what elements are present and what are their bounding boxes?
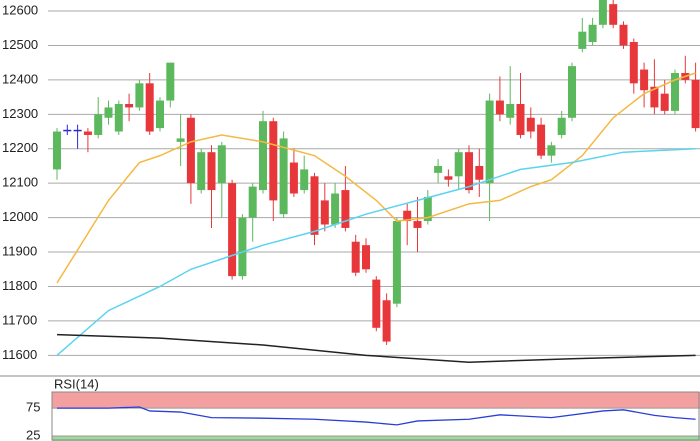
candle-body bbox=[125, 103, 134, 108]
moving-average bbox=[56, 147, 696, 356]
candle-body bbox=[83, 131, 92, 135]
candle-body bbox=[475, 165, 484, 180]
candle-body bbox=[609, 4, 618, 25]
candle-body bbox=[691, 79, 700, 129]
candle-body bbox=[73, 129, 82, 132]
candle-body bbox=[568, 66, 576, 118]
candle-body bbox=[423, 196, 432, 222]
y-tick-label: 12300 bbox=[2, 106, 38, 121]
candle-body bbox=[145, 83, 154, 132]
y-tick-label: 12400 bbox=[2, 71, 38, 86]
y-tick-label: 12000 bbox=[2, 209, 38, 224]
candle-body bbox=[660, 93, 669, 111]
candle-body bbox=[104, 107, 113, 118]
candle-body bbox=[207, 152, 216, 191]
candle-body bbox=[362, 245, 370, 270]
candle-body bbox=[114, 103, 123, 132]
candle-body bbox=[197, 152, 206, 191]
y-tick-label: 12200 bbox=[2, 140, 38, 155]
candle-body bbox=[248, 186, 257, 218]
rsi-band bbox=[52, 435, 700, 441]
y-tick-label: 12600 bbox=[2, 2, 38, 17]
candle-body bbox=[506, 103, 515, 118]
candle-body bbox=[186, 117, 195, 184]
candle-body bbox=[176, 138, 185, 142]
moving-average bbox=[56, 333, 696, 363]
candle-body bbox=[495, 100, 504, 115]
candle-body bbox=[557, 117, 566, 135]
candle-body bbox=[547, 145, 556, 156]
candle-body bbox=[63, 129, 72, 132]
candle-body bbox=[526, 117, 535, 132]
rsi-band bbox=[52, 392, 700, 409]
candle-body bbox=[403, 210, 412, 222]
candle-body bbox=[640, 69, 649, 91]
candle-body bbox=[228, 183, 237, 277]
candle-body bbox=[259, 121, 267, 191]
candle-body bbox=[238, 217, 247, 277]
candle-body bbox=[516, 103, 525, 135]
candle-body bbox=[444, 176, 453, 180]
candle-body bbox=[331, 193, 340, 225]
candle-body bbox=[629, 42, 638, 84]
candle-body bbox=[156, 100, 164, 129]
y-tick-label: 25 bbox=[26, 427, 40, 441]
rsi-line bbox=[57, 406, 696, 426]
candle-body bbox=[454, 152, 463, 177]
y-tick-label: 12100 bbox=[2, 175, 38, 190]
candle-body bbox=[598, 0, 607, 25]
candle-body bbox=[578, 31, 587, 49]
candle-body bbox=[166, 62, 175, 101]
candle-body bbox=[135, 83, 144, 108]
panel-border bbox=[51, 391, 700, 441]
candle-body bbox=[310, 176, 319, 235]
y-tick-label: 75 bbox=[26, 400, 40, 415]
candle-body bbox=[372, 279, 381, 328]
candle-body bbox=[300, 169, 309, 191]
rsi-title: RSI(14) bbox=[54, 376, 99, 391]
candle-body bbox=[619, 24, 628, 46]
candle-body bbox=[53, 131, 61, 170]
candle-body bbox=[289, 162, 298, 194]
y-tick-label: 11700 bbox=[2, 312, 37, 327]
candle-body bbox=[413, 221, 422, 228]
moving-average bbox=[56, 72, 696, 284]
candle-body bbox=[392, 221, 401, 304]
candle-body bbox=[217, 145, 226, 184]
candle-body bbox=[465, 152, 473, 191]
candle-body bbox=[94, 114, 103, 135]
candle-body bbox=[320, 200, 329, 225]
candle-body bbox=[588, 24, 597, 43]
candle-body bbox=[279, 138, 288, 215]
y-tick-label: 12500 bbox=[2, 37, 38, 52]
candle-body bbox=[269, 121, 278, 201]
candle-body bbox=[382, 300, 391, 342]
candle-body bbox=[671, 72, 679, 111]
candle-body bbox=[485, 100, 494, 184]
candle-body bbox=[341, 190, 350, 228]
y-tick-label: 11900 bbox=[2, 243, 37, 258]
candle-body bbox=[537, 124, 546, 156]
y-tick-label: 11800 bbox=[2, 278, 37, 293]
candle-body bbox=[650, 86, 659, 108]
candle-body bbox=[351, 241, 360, 273]
candle-body bbox=[434, 165, 443, 173]
y-tick-label: 11600 bbox=[2, 347, 37, 362]
